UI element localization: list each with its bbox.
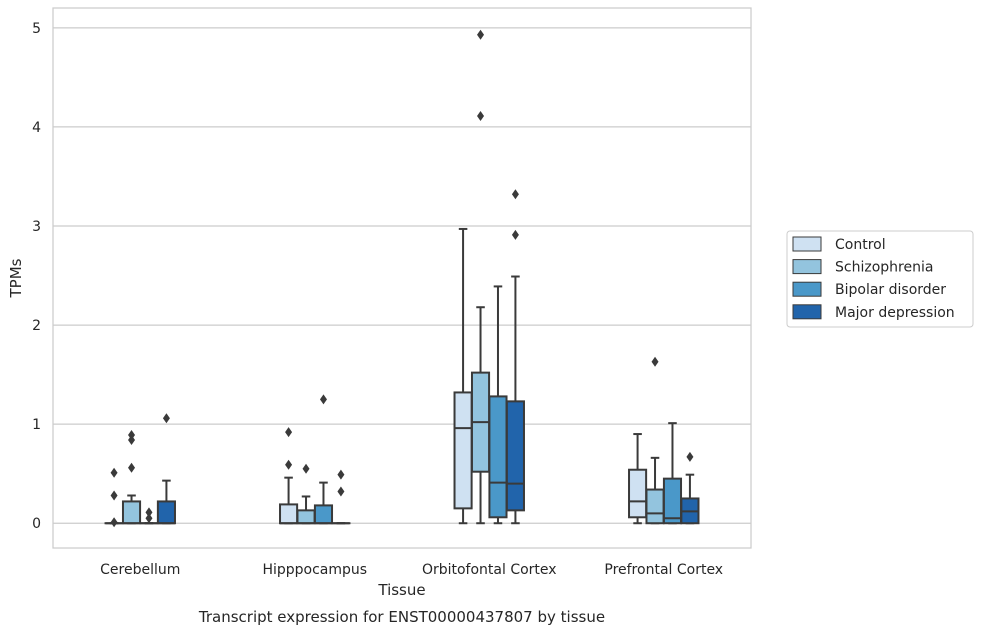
box-iqr: [453, 391, 473, 510]
box-control-orbitofontal-cortex: [453, 227, 473, 525]
y-tick-label: 2: [32, 318, 41, 334]
box-iqr: [488, 395, 508, 519]
y-axis-label: TPMs: [7, 258, 25, 298]
flier-point: [477, 29, 485, 40]
flier-point: [145, 507, 153, 518]
flier-point: [110, 490, 118, 501]
flier-point: [302, 463, 310, 474]
box-control-cerebellum: [104, 467, 124, 528]
boxes: [104, 29, 700, 528]
flier-point: [162, 413, 170, 424]
flier-point: [511, 189, 519, 200]
x-tick-label: Prefrontal Cortex: [604, 562, 723, 578]
legend-swatch-major-depression: [792, 304, 822, 320]
flier-point: [686, 451, 694, 462]
legend-label: Schizophrenia: [835, 260, 933, 276]
box-iqr: [279, 503, 299, 525]
legend-swatch-schizophrenia: [792, 259, 822, 275]
flier-point: [337, 469, 345, 480]
x-axis-label: Tissue: [377, 581, 425, 599]
flier-point: [110, 517, 118, 528]
box-bipolar-disorder-orbitofontal-cortex: [488, 285, 508, 525]
y-tick-label: 3: [32, 219, 41, 235]
legend: Control Schizophrenia Bipolar disorder Majo…: [786, 230, 974, 328]
y-tick-label: 5: [32, 21, 41, 37]
legend-label: Control: [835, 237, 886, 253]
x-tick-label: Cerebellum: [100, 562, 180, 578]
flier-point: [145, 513, 153, 524]
box-iqr: [121, 500, 142, 525]
legend-label: Major depression: [835, 305, 955, 321]
box-iqr: [296, 509, 316, 525]
box-iqr: [313, 504, 334, 525]
flier-point: [337, 486, 345, 497]
plot-area: [53, 8, 751, 548]
legend-frame: [786, 230, 974, 328]
chart-caption: Transcript expression for ENST0000043780…: [198, 608, 605, 626]
box-iqr: [505, 400, 525, 512]
box-iqr: [645, 488, 665, 525]
box-schizophrenia-prefrontal-cortex: [645, 356, 665, 525]
box-iqr: [628, 468, 648, 519]
box-major-depression-orbitofontal-cortex: [505, 189, 525, 525]
flier-point: [285, 459, 293, 470]
box-major-depression-cerebellum: [156, 413, 176, 525]
flier-point: [511, 229, 519, 240]
legend-swatch-control: [792, 236, 822, 252]
legend-label: Bipolar disorder: [835, 282, 946, 298]
y-tick-label: 4: [32, 120, 41, 136]
box-major-depression-hipppocampus: [331, 469, 351, 525]
flier-point: [319, 394, 327, 405]
plot-frame: [52, 7, 752, 549]
x-tick-labels: Cerebellum Hipppocampus Orbitofontal Corte…: [100, 562, 723, 578]
box-schizophrenia-cerebellum: [121, 430, 142, 525]
x-tick-label: Orbitofontal Cortex: [422, 562, 557, 578]
box-schizophrenia-orbitofontal-cortex: [470, 29, 491, 525]
y-tick-label: 0: [32, 516, 41, 532]
box-major-depression-prefrontal-cortex: [680, 451, 700, 525]
flier-point: [477, 111, 485, 121]
flier-point: [110, 467, 118, 478]
y-tick-label: 1: [32, 417, 41, 433]
x-tick-label: Hipppocampus: [262, 562, 367, 578]
flier-point: [128, 435, 136, 445]
box-iqr: [662, 477, 683, 525]
flier-point: [651, 356, 659, 367]
flier-point: [128, 462, 136, 473]
box-bipolar-disorder-hipppocampus: [313, 394, 334, 525]
y-tick-labels: 0 1 2 3 4 5: [32, 21, 41, 532]
box-iqr: [156, 500, 176, 525]
legend-swatch-bipolar-disorder: [792, 281, 822, 297]
flier-point: [285, 427, 293, 438]
